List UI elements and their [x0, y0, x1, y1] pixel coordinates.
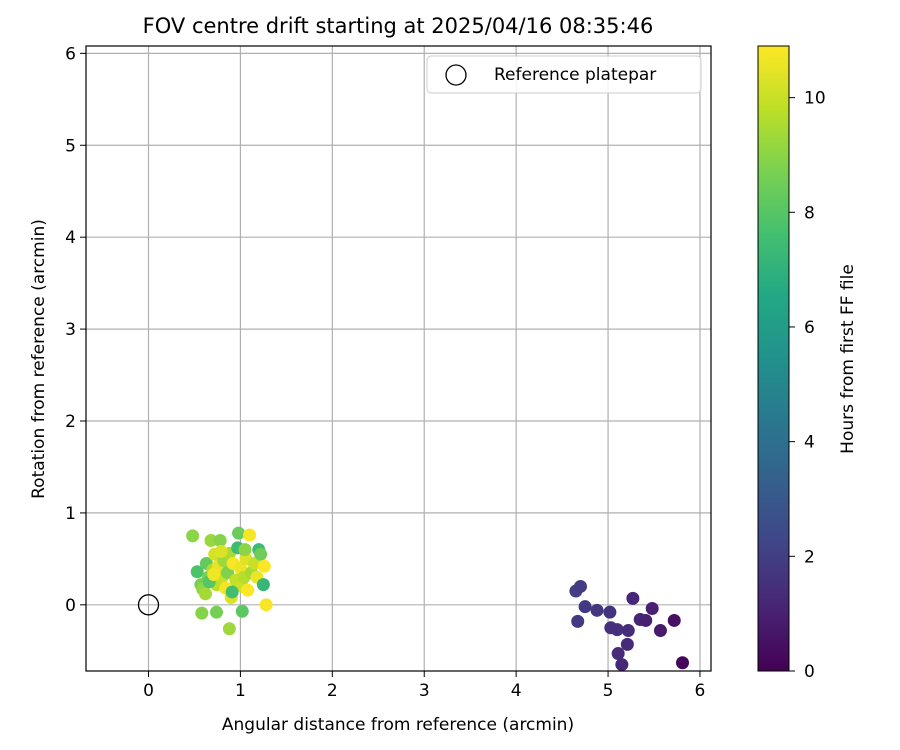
data-point: [190, 565, 204, 579]
data-point: [615, 658, 629, 672]
data-point: [621, 624, 635, 638]
y-tick-label: 4: [65, 228, 76, 248]
data-point: [254, 547, 268, 561]
data-point: [676, 656, 690, 670]
data-point: [207, 567, 221, 581]
data-point: [571, 614, 585, 628]
y-tick-label: 6: [65, 44, 76, 64]
data-point: [241, 583, 255, 597]
y-tick-label: 0: [65, 596, 76, 616]
data-point: [573, 579, 587, 593]
colorbar-tick-label: 4: [804, 433, 815, 453]
data-point: [235, 604, 249, 618]
data-points: [186, 526, 690, 672]
x-tick-label: 0: [143, 681, 154, 701]
x-tick-label: 3: [419, 681, 430, 701]
data-point: [210, 605, 224, 619]
data-point: [611, 647, 625, 661]
data-point: [238, 543, 252, 557]
x-tick-label: 6: [695, 681, 706, 701]
y-tick-label: 1: [65, 504, 76, 524]
colorbar: [757, 45, 790, 672]
data-point: [225, 585, 239, 599]
data-point: [247, 556, 261, 570]
data-point: [610, 623, 624, 637]
legend: Reference platepar: [426, 55, 702, 94]
x-tick-label: 1: [235, 681, 246, 701]
reference-point: [137, 594, 160, 616]
data-point: [232, 526, 246, 540]
data-point: [578, 600, 592, 614]
data-point: [590, 603, 604, 617]
data-point: [626, 591, 640, 605]
chart-title: FOV centre drift starting at 2025/04/16 …: [143, 14, 654, 38]
data-point: [198, 587, 212, 601]
data-point: [195, 606, 209, 620]
data-point: [653, 624, 667, 638]
y-tick-label: 3: [65, 320, 76, 340]
data-point: [639, 613, 653, 627]
x-tick-label: 2: [327, 681, 338, 701]
grid-lines: [86, 46, 711, 671]
data-point: [257, 559, 271, 573]
colorbar-tick-label: 2: [804, 547, 815, 567]
y-tick-label: 5: [65, 136, 76, 156]
data-point: [645, 602, 659, 615]
data-point: [603, 605, 617, 619]
colorbar-tick-label: 6: [804, 318, 815, 338]
y-tick-label: 2: [65, 412, 76, 432]
plot-frame: [85, 45, 712, 672]
x-tick-label: 4: [511, 681, 522, 701]
data-point: [667, 613, 681, 627]
data-point: [186, 529, 200, 543]
colorbar-tick-label: 8: [804, 203, 815, 223]
reference-marker: [137, 594, 160, 616]
x-axis-label: Angular distance from reference (arcmin): [222, 715, 574, 735]
legend-marker: [445, 64, 467, 86]
colorbar-ticks: 0 2 4 6 8 10: [789, 89, 826, 682]
y-axis-ticks: 0 1 2 3 4 5 6: [65, 44, 86, 616]
data-point: [256, 578, 270, 592]
x-tick-label: 5: [603, 681, 614, 701]
y-axis-label: Rotation from reference (arcmin): [29, 219, 49, 499]
legend-label: Reference platepar: [494, 65, 656, 85]
colorbar-label: Hours from first FF file: [838, 264, 858, 454]
data-point: [214, 545, 228, 559]
colorbar-tick-label: 0: [804, 662, 815, 682]
data-point: [620, 637, 634, 651]
legend-box: [426, 55, 702, 94]
data-point: [204, 533, 218, 547]
data-point: [213, 533, 227, 547]
data-point: [243, 528, 257, 542]
data-point: [259, 598, 273, 612]
colorbar-tick-label: 10: [804, 89, 826, 109]
x-axis-ticks: 0 1 2 3 4 5 6: [143, 671, 705, 701]
data-point: [222, 622, 236, 636]
